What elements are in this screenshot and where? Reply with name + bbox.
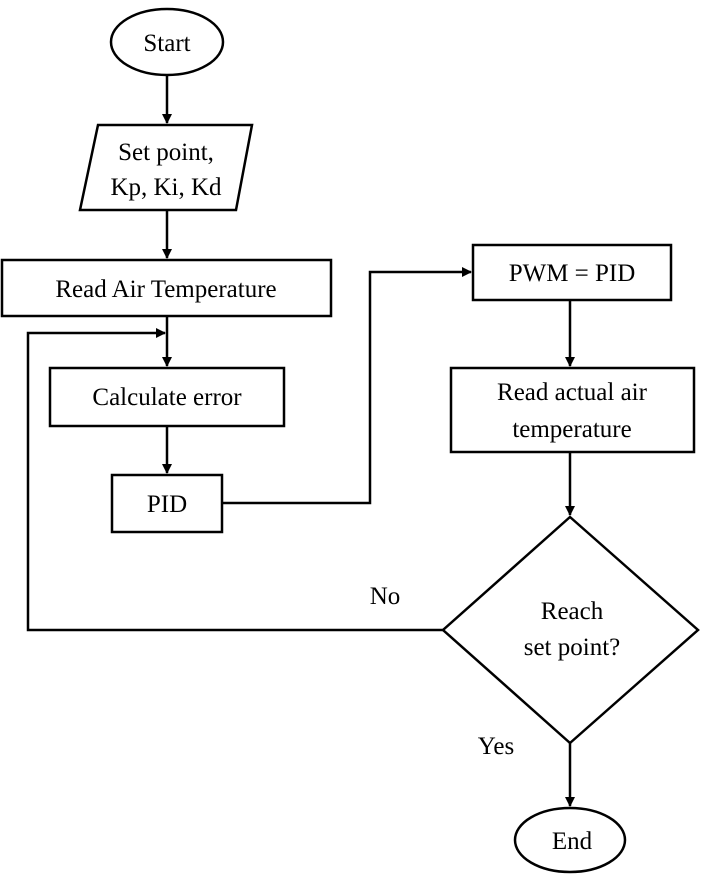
pwm-label: PWM = PID	[509, 260, 636, 287]
pid-node: PID	[110, 473, 224, 534]
decision-label-line2: set point?	[524, 634, 621, 661]
yes-edge-label: Yes	[478, 733, 514, 760]
calculate-error-node: Calculate error	[48, 366, 286, 428]
end-label: End	[552, 828, 593, 855]
pwm-node: PWM = PID	[471, 243, 673, 302]
start-label: Start	[143, 30, 190, 57]
input-label-line1: Set point,	[118, 139, 214, 166]
read-actual-temperature-node: Read actual air temperature	[449, 366, 696, 454]
read-air-temperature-node: Read Air Temperature	[0, 258, 333, 318]
start-terminal: Start	[109, 7, 225, 77]
arrow-pid-to-pwm	[222, 267, 472, 505]
pid-label: PID	[147, 491, 187, 518]
decision-label-line1: Reach	[541, 598, 604, 625]
read-air-label: Read Air Temperature	[55, 276, 276, 303]
read-actual-label-line2: temperature	[512, 416, 631, 443]
read-actual-label-line1: Read actual air	[497, 379, 648, 406]
input-parameters-node: Set point, Kp, Ki, Kd	[78, 123, 254, 212]
end-terminal: End	[513, 806, 627, 874]
arrow-decision-no-feedback	[26, 328, 443, 632]
no-edge-label: No	[370, 583, 401, 610]
calc-error-label: Calculate error	[92, 384, 242, 411]
decision-node: Reach set point?	[441, 515, 700, 745]
input-label-line2: Kp, Ki, Kd	[110, 174, 222, 201]
